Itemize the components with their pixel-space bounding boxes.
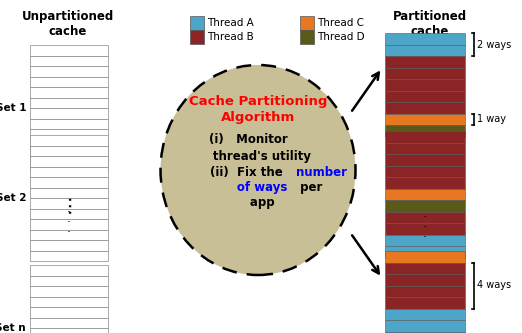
Bar: [385, 45, 465, 56]
Bar: [190, 16, 204, 30]
Bar: [190, 30, 204, 44]
Text: Set 2: Set 2: [0, 193, 26, 203]
Bar: [385, 125, 465, 137]
Text: ·: ·: [423, 221, 427, 234]
Text: 4 ways: 4 ways: [477, 280, 511, 290]
Text: Thread C: Thread C: [317, 18, 364, 28]
Bar: [300, 16, 314, 30]
Bar: [30, 156, 108, 166]
Bar: [385, 262, 465, 274]
Text: Thread A: Thread A: [207, 18, 254, 28]
Bar: [385, 320, 465, 331]
Text: Thread B: Thread B: [207, 32, 254, 42]
Ellipse shape: [160, 65, 355, 275]
Bar: [385, 200, 465, 211]
Text: number: number: [296, 166, 347, 179]
Bar: [385, 114, 465, 125]
Bar: [30, 45, 108, 56]
Text: Set 1: Set 1: [0, 103, 26, 113]
Bar: [385, 154, 465, 166]
Bar: [30, 119, 108, 129]
Bar: [30, 177, 108, 187]
Text: ·: ·: [423, 231, 427, 244]
Bar: [30, 240, 108, 250]
Bar: [30, 56, 108, 66]
Bar: [30, 161, 108, 171]
Bar: [385, 234, 465, 246]
Bar: [30, 66, 108, 77]
Text: Cache Partitioning
Algorithm: Cache Partitioning Algorithm: [189, 95, 327, 124]
Bar: [385, 246, 465, 257]
Text: (i)   Monitor
       thread's utility: (i) Monitor thread's utility: [184, 133, 312, 163]
Text: Partitioned
cache: Partitioned cache: [393, 10, 467, 38]
Bar: [30, 208, 108, 219]
Bar: [385, 102, 465, 114]
Bar: [385, 56, 465, 68]
Text: Unpartitioned
cache: Unpartitioned cache: [22, 10, 114, 38]
Bar: [30, 150, 108, 161]
Bar: [385, 79, 465, 91]
Bar: [385, 166, 465, 177]
Bar: [30, 317, 108, 328]
Bar: [30, 198, 108, 208]
Text: Thread D: Thread D: [317, 32, 365, 42]
Text: 1 way: 1 way: [477, 114, 506, 124]
Text: ⋯: ⋯: [60, 193, 78, 213]
Text: per: per: [296, 181, 323, 194]
Bar: [385, 274, 465, 285]
Bar: [385, 68, 465, 79]
Bar: [300, 30, 314, 44]
Text: app: app: [221, 196, 275, 209]
Text: ·: ·: [423, 211, 427, 224]
Bar: [30, 77, 108, 87]
Text: (ii)  Fix the: (ii) Fix the: [209, 166, 287, 179]
Bar: [30, 166, 108, 177]
Bar: [30, 146, 108, 156]
Bar: [385, 131, 465, 143]
Text: ·: ·: [67, 226, 71, 239]
Bar: [385, 33, 465, 45]
Bar: [385, 251, 465, 262]
Bar: [30, 187, 108, 198]
Text: ·: ·: [67, 216, 71, 229]
Bar: [30, 98, 108, 108]
Bar: [30, 135, 108, 146]
Bar: [30, 229, 108, 240]
Bar: [385, 188, 465, 200]
Bar: [385, 177, 465, 188]
Bar: [30, 307, 108, 317]
Bar: [30, 296, 108, 307]
Bar: [30, 328, 108, 333]
Bar: [30, 129, 108, 140]
Bar: [30, 219, 108, 229]
Bar: [385, 143, 465, 154]
Bar: [30, 108, 108, 119]
Text: 2 ways: 2 ways: [477, 40, 511, 50]
Text: Set n: Set n: [0, 323, 26, 333]
Bar: [385, 223, 465, 234]
Bar: [385, 211, 465, 223]
Bar: [30, 275, 108, 286]
Bar: [385, 285, 465, 297]
Bar: [385, 308, 465, 320]
Bar: [30, 87, 108, 98]
Text: of ways: of ways: [208, 181, 288, 194]
Bar: [385, 297, 465, 308]
Bar: [30, 250, 108, 261]
Bar: [385, 91, 465, 102]
Bar: [385, 331, 465, 333]
Bar: [30, 286, 108, 296]
Bar: [30, 140, 108, 150]
Bar: [30, 265, 108, 275]
Text: ·: ·: [67, 206, 71, 219]
